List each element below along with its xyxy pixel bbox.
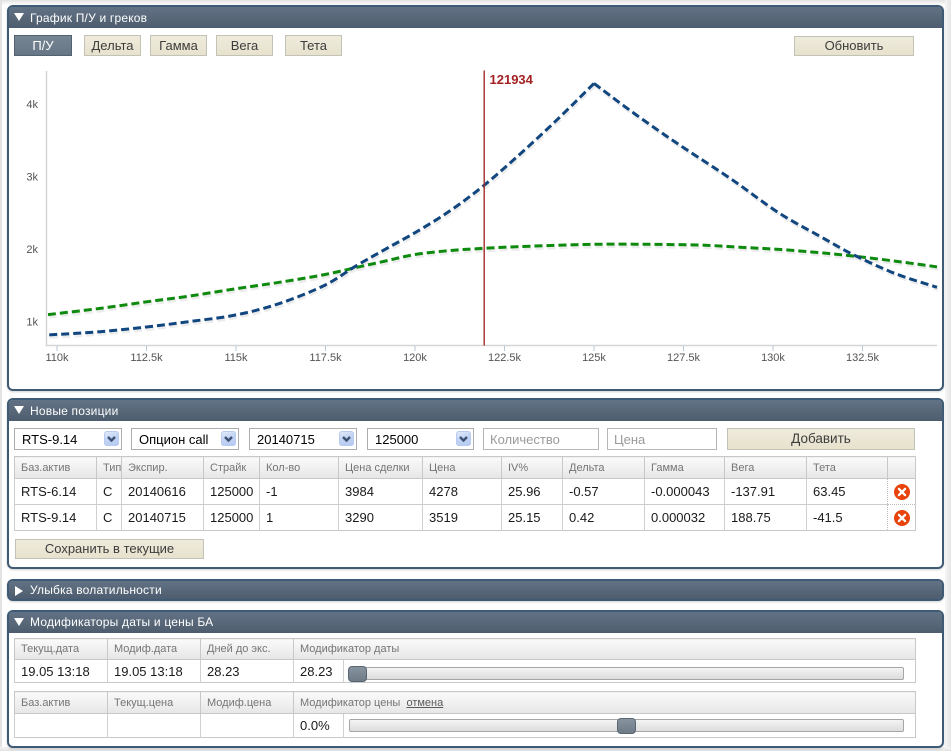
svg-text:130k: 130k xyxy=(761,352,785,364)
svg-text:4k: 4k xyxy=(26,99,38,111)
svg-text:2k: 2k xyxy=(26,244,38,256)
svg-text:120k: 120k xyxy=(403,352,427,364)
svg-text:121934: 121934 xyxy=(490,72,534,87)
svg-text:127.5k: 127.5k xyxy=(667,352,701,364)
svg-text:1k: 1k xyxy=(26,317,38,329)
svg-text:115k: 115k xyxy=(224,352,248,364)
svg-text:110k: 110k xyxy=(45,352,69,364)
svg-text:122.5k: 122.5k xyxy=(488,352,522,364)
svg-text:112.5k: 112.5k xyxy=(130,352,163,364)
svg-text:125k: 125k xyxy=(582,352,606,364)
svg-text:3k: 3k xyxy=(26,172,38,184)
svg-text:117.5k: 117.5k xyxy=(309,352,342,364)
svg-text:132.5k: 132.5k xyxy=(846,352,880,364)
